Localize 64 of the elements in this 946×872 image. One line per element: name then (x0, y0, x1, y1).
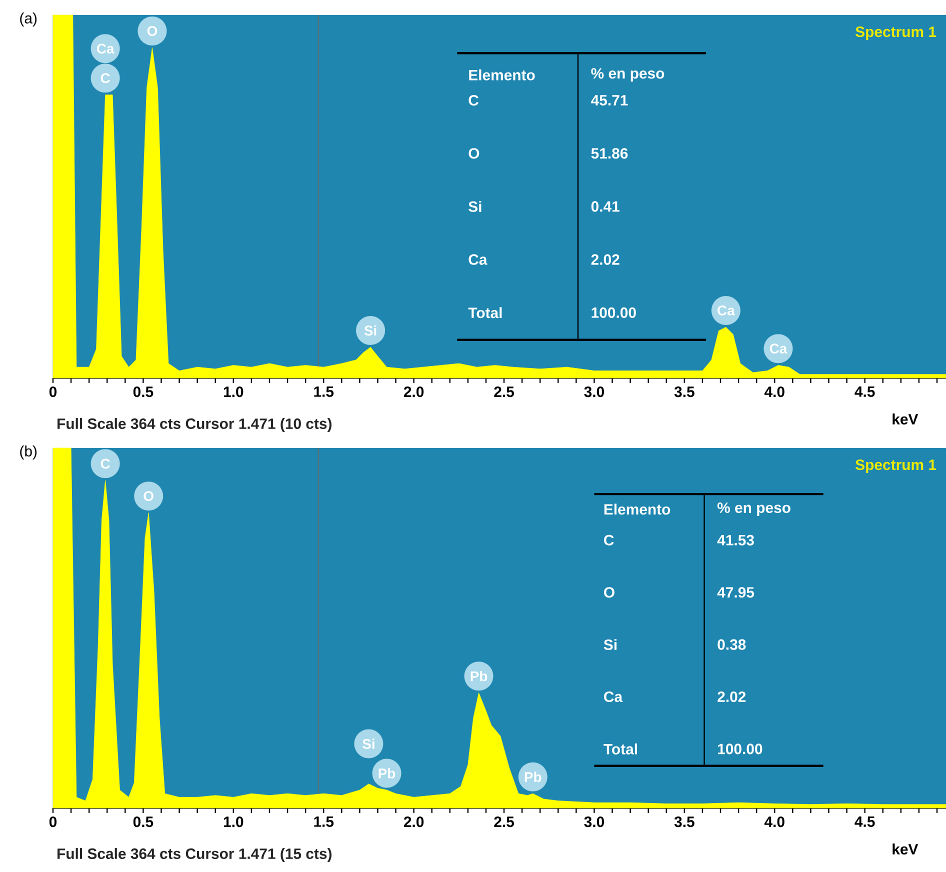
x-tick-label: 3.0 (584, 816, 604, 828)
annotation: 2.02 (591, 254, 620, 265)
text: Full Scale 364 cts Cursor 1.471 (15 cts) (58, 848, 332, 862)
x-axis-title: keV (892, 414, 918, 424)
annotation: Pb (378, 768, 396, 778)
annotation: C (100, 73, 110, 84)
x-tick-label: 2.5 (494, 816, 514, 828)
annotation: Ca (96, 44, 114, 54)
annotation: Total (604, 743, 637, 754)
text: Full Scale 364 cts Cursor 1.471 (10 cts) (58, 418, 332, 432)
x-tick-label: 1.0 (224, 386, 244, 398)
x-tick-label: 0 (49, 386, 57, 398)
annotation: Pb (470, 670, 488, 682)
annotation: Si (604, 639, 616, 650)
x-tick-label: 0.5 (133, 816, 154, 828)
annotation: O (468, 148, 480, 159)
x-tick-label: 1.0 (224, 816, 244, 828)
x-tick-label: 3.5 (674, 816, 694, 828)
annotation: C (468, 95, 479, 106)
x-tick-label: 3.5 (674, 386, 694, 398)
x-tick-label: 4.0 (764, 816, 784, 828)
annotation: Si (364, 325, 376, 336)
x-tick-label: 1.5 (314, 386, 334, 397)
chart-title: (a) (20, 12, 37, 26)
annotation: Ca (718, 306, 735, 316)
annotation: 100.00 (718, 744, 762, 754)
annotation: Pb (524, 772, 542, 782)
x-tick-label: 4.5 (854, 816, 875, 827)
annotation: C (604, 534, 614, 546)
annotation: 47.95 (717, 587, 754, 598)
annotation: O (144, 491, 154, 502)
annotation: % en peso (717, 502, 790, 516)
annotation: C (100, 458, 110, 469)
annotation: Total (468, 307, 502, 318)
annotation: Spectrum 1 (856, 460, 936, 474)
annotation: 0.38 (718, 639, 746, 650)
annotation: 100.00 (592, 307, 636, 318)
annotation: O (604, 587, 614, 598)
annotation: Ca (468, 254, 488, 265)
annotation: 45.71 (591, 95, 628, 106)
chart-title: (b) (20, 446, 37, 460)
annotation: Si (362, 738, 374, 749)
x-tick-label: 0.5 (133, 386, 154, 398)
annotation: 51.86 (591, 148, 628, 159)
annotation: Elemento (604, 504, 670, 515)
annotation: Ca (604, 691, 623, 702)
annotation: 41.53 (717, 534, 754, 546)
x-tick-label: 2.0 (404, 816, 424, 828)
x-tick-label: 4.0 (764, 386, 784, 398)
annotation: Si (468, 200, 482, 212)
x-tick-label: 3.0 (584, 386, 604, 398)
annotation: % en peso (591, 68, 664, 82)
x-tick-label: 1.5 (314, 816, 334, 827)
x-tick-label: 4.5 (854, 386, 875, 397)
annotation: Elemento (469, 69, 535, 80)
x-axis-title: keV (892, 844, 918, 854)
x-tick-label: 2.5 (494, 386, 514, 398)
x-tick-label: 0 (49, 816, 57, 828)
annotation: Ca (770, 344, 788, 354)
annotation: Spectrum 1 (856, 26, 936, 40)
x-tick-label: 2.0 (404, 386, 424, 398)
annotation: 2.02 (718, 691, 746, 702)
annotation: O (147, 26, 158, 36)
annotation: 0.41 (591, 201, 620, 212)
